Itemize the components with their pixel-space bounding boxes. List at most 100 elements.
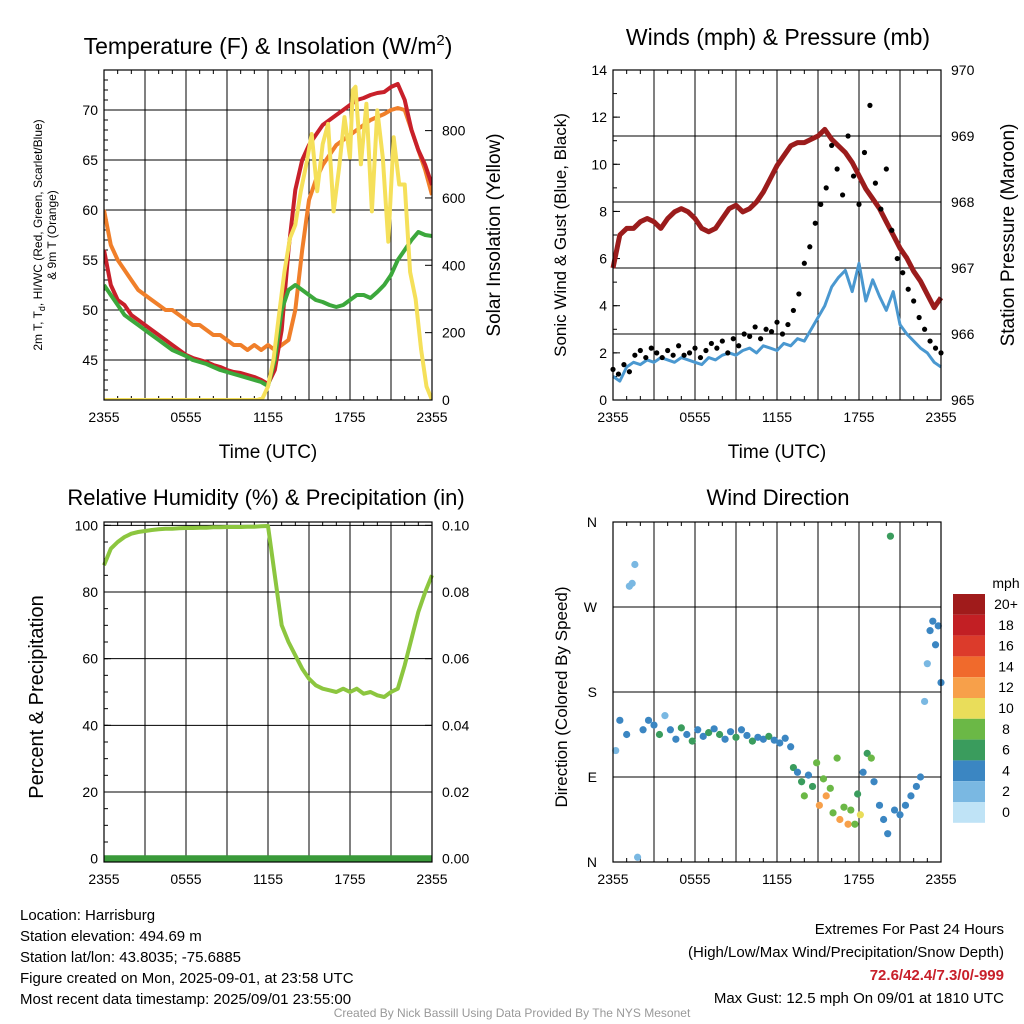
gust-point (878, 206, 884, 212)
y-tick-label: 12 (591, 109, 607, 125)
y2-tick-label: 968 (951, 194, 975, 210)
gust-point (905, 286, 911, 292)
direction-point (867, 754, 875, 762)
extremes-values: 72.6/42.4/7.3/0/-999 (869, 967, 1004, 984)
legend-title: mph (992, 575, 1019, 591)
x-tick-label: 0555 (170, 409, 201, 425)
x-tick-label: 1155 (762, 871, 792, 887)
gust-point (927, 338, 933, 344)
legend-swatch (953, 594, 985, 615)
y-tick-label: N (587, 854, 597, 870)
y-tick-label: S (588, 684, 597, 700)
direction-point (851, 820, 859, 828)
legend-label: 10 (998, 700, 1014, 716)
elevation-text: Station elevation: 494.69 m (20, 928, 202, 945)
legend-swatch (953, 656, 985, 678)
gust-point (659, 354, 665, 361)
x-tick-label: 2355 (597, 871, 628, 887)
direction-point (789, 763, 798, 772)
gust-point (872, 180, 879, 186)
y2-tick-label: 0.06 (442, 651, 469, 667)
direction-point (822, 792, 830, 800)
x-tick-label: 2355 (88, 871, 119, 887)
direction-point (770, 736, 778, 744)
gust-point (643, 354, 649, 361)
legend-swatch (953, 760, 985, 782)
x-tick-label: 0555 (679, 871, 710, 887)
direction-point (748, 737, 757, 745)
direction-point (856, 811, 864, 819)
legend-label: 2 (1002, 783, 1010, 799)
gust-point (621, 362, 627, 368)
x-tick-label: 1155 (762, 409, 792, 425)
direction-point (912, 782, 921, 791)
gust-point (741, 331, 747, 337)
wind-y2-axis-label: Station Pressure (Maroon) (998, 124, 1019, 347)
direction-point (798, 778, 806, 786)
direction-point (890, 806, 899, 814)
direction-point (880, 815, 888, 824)
y2-tick-label: 0.10 (442, 517, 469, 533)
legend-label: 4 (1002, 762, 1010, 778)
gust-point (615, 371, 622, 377)
wind-chart-title: Winds (mph) & Pressure (mb) (626, 24, 930, 50)
gust-point (703, 347, 709, 354)
extremes-title: Extremes For Past 24 Hours (814, 921, 1004, 938)
direction-point (710, 725, 718, 733)
gust-point (752, 324, 758, 330)
direction-point (726, 728, 735, 736)
direction-point (705, 729, 713, 737)
gust-point (730, 336, 736, 342)
direction-point (916, 773, 925, 781)
series-line-wind (612, 261, 942, 383)
x-tick-label: 0555 (170, 871, 201, 887)
y2-tick-label: 969 (951, 128, 975, 144)
recent-data-text: Most recent data timestamp: 2025/09/01 2… (20, 991, 352, 1008)
temp-y-axis-label-line2: & 9m T (Orange) (45, 190, 59, 280)
legend-label: 16 (998, 638, 1014, 654)
speed-legend: mph 20+ 18 16 14 12 10 8 6 4 2 0 (953, 575, 1020, 823)
legend-label: 6 (1002, 742, 1010, 758)
rh-chart-title: Relative Humidity (%) & Precipitation (i… (67, 485, 464, 510)
y-tick-label: 10 (591, 156, 607, 172)
gust-point (758, 336, 764, 342)
gust-point (763, 326, 769, 332)
x-tick-label: 2355 (416, 409, 447, 425)
direction-point (655, 730, 664, 739)
direction-point (716, 730, 724, 739)
direction-point (639, 726, 647, 734)
gust-point (932, 345, 939, 351)
direction-point (859, 768, 867, 776)
direction-point (677, 724, 685, 732)
gust-point (790, 307, 797, 314)
direction-point (813, 759, 821, 767)
gust-point (779, 331, 786, 337)
x-tick-label: 2355 (597, 409, 628, 425)
legend-swatch (953, 698, 985, 719)
y-tick-label: 6 (599, 251, 607, 267)
direction-point (781, 734, 789, 742)
legend-swatch (953, 739, 985, 761)
gust-point (747, 333, 753, 339)
direction-point (683, 730, 691, 739)
direction-point (847, 806, 855, 814)
y-tick-label: 20 (82, 784, 98, 800)
plot-border (612, 69, 942, 401)
gust-point (900, 270, 906, 276)
y-tick-label: 70 (82, 102, 98, 118)
y-tick-label: 50 (82, 302, 98, 318)
y-tick-label: 2 (599, 345, 607, 361)
y2-tick-label: 966 (951, 326, 975, 342)
latlon-text: Station lat/lon: 43.8035; -75.6885 (20, 949, 242, 966)
direction-point (929, 617, 937, 625)
legend-swatch (953, 802, 985, 823)
credit-text: Created By Nick Bassill Using Data Provi… (333, 1006, 691, 1020)
series-line-pressure (610, 126, 944, 311)
direction-point (793, 768, 802, 776)
title-part: Temperature (F) & Insolation (W/m (84, 33, 437, 59)
direction-point (833, 754, 841, 762)
direction-point (759, 735, 767, 743)
y-tick-label: 45 (82, 352, 98, 368)
max-gust-text: Max Gust: 12.5 mph On 09/01 at 1810 UTC (713, 990, 1004, 1007)
